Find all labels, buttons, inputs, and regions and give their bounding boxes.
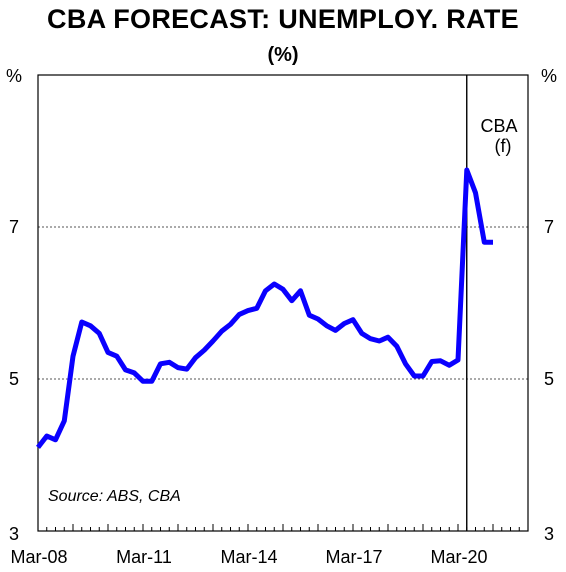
y-tick-label-left: 3 xyxy=(9,524,19,544)
x-tick-label: Mar-11 xyxy=(116,547,172,567)
left-y-tick-labels: 3 5 7 xyxy=(9,217,19,544)
x-tick-label: Mar-20 xyxy=(430,547,487,567)
y-tick-label-right: 5 xyxy=(544,369,554,389)
left-unit-label: % xyxy=(6,66,22,86)
x-tick-label: Mar-08 xyxy=(10,547,67,567)
y-tick-label-left: 7 xyxy=(9,217,19,237)
y-tick-label-right: 3 xyxy=(544,524,554,544)
right-unit-label: % xyxy=(541,66,557,86)
chart-subtitle: (%) xyxy=(267,44,299,66)
plot-frame xyxy=(37,74,529,532)
y-tick-label-right: 7 xyxy=(544,217,554,237)
x-tick-label: Mar-17 xyxy=(325,547,382,567)
x-tick-label: Mar-14 xyxy=(220,547,277,567)
right-y-tick-labels: 3 5 7 xyxy=(544,217,554,544)
y-tick-label-left: 5 xyxy=(9,369,19,389)
gridlines xyxy=(38,226,528,380)
chart-title: CBA FORECAST: UNEMPLOY. RATE xyxy=(47,4,519,34)
forecast-label-line1: CBA xyxy=(480,116,517,136)
forecast-label-line2: (f) xyxy=(495,136,512,156)
x-tick-labels: Mar-08 Mar-11 Mar-14 Mar-17 Mar-20 xyxy=(10,547,487,567)
axis-ticks xyxy=(37,524,529,531)
source-note: Source: ABS, CBA xyxy=(48,488,181,505)
series-layer xyxy=(36,167,493,449)
series-line-0 xyxy=(36,167,493,449)
